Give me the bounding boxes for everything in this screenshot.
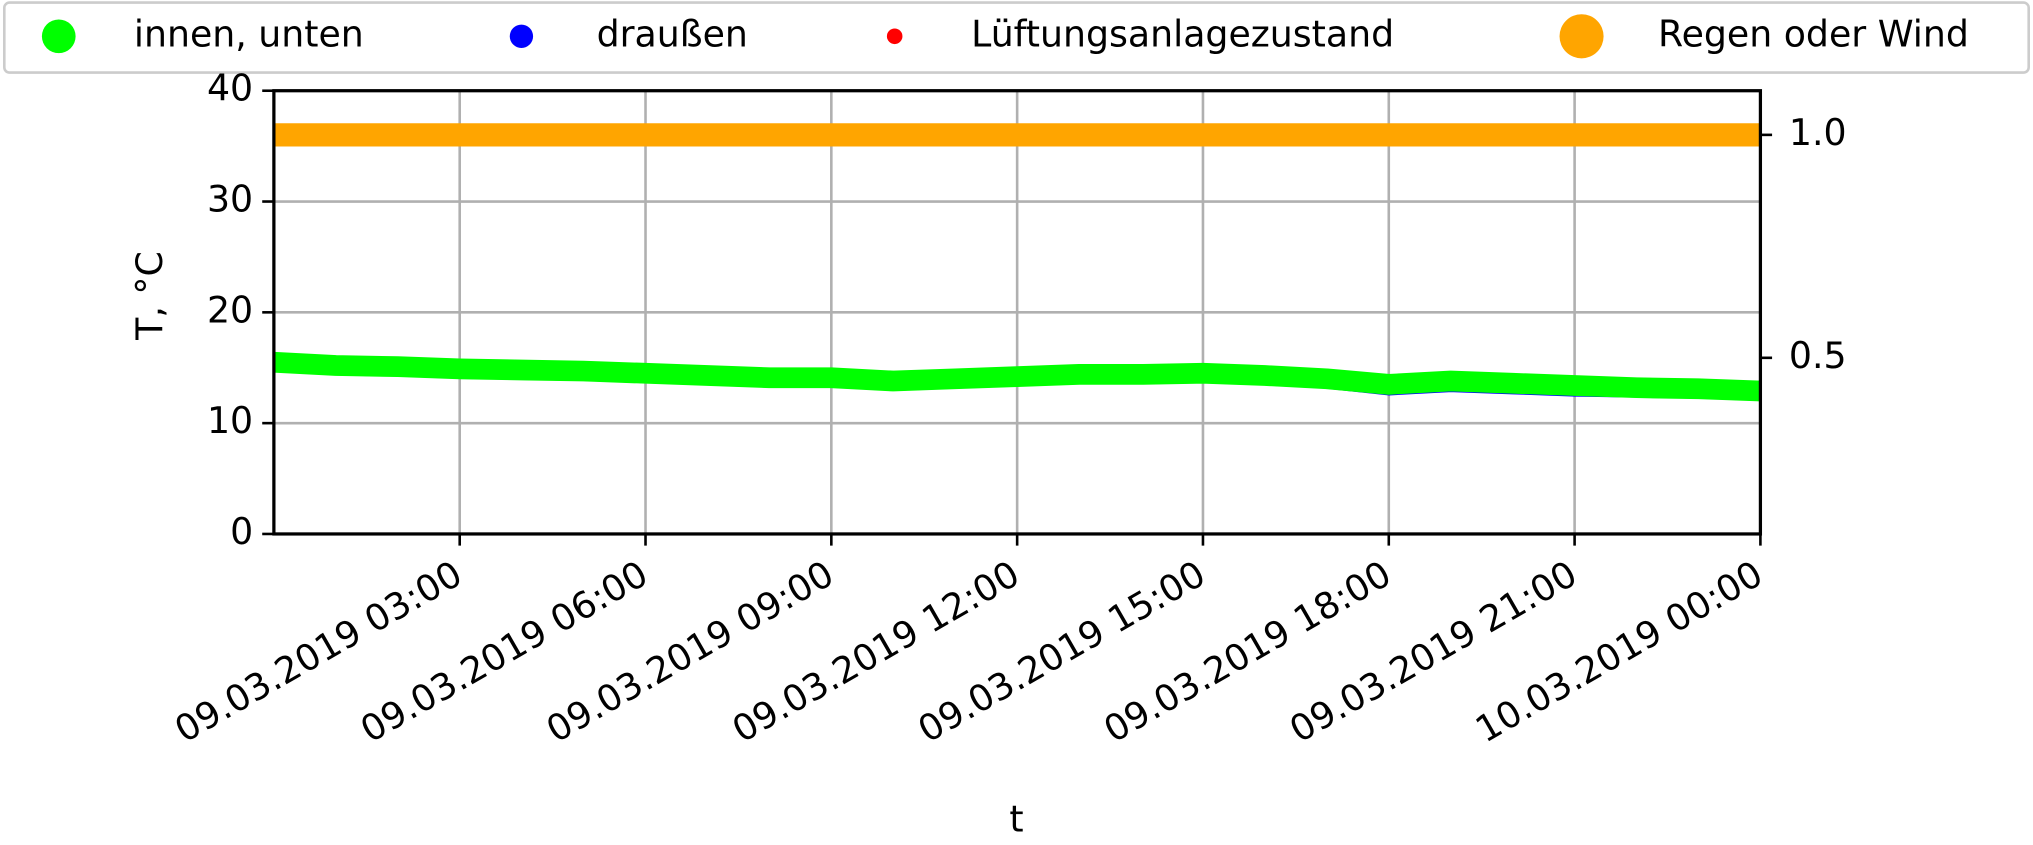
legend-marker	[41, 19, 76, 54]
legend-marker	[886, 28, 903, 45]
legend-label: draußen	[597, 12, 748, 55]
legend-marker	[1559, 14, 1604, 59]
y-tick-label: 40	[207, 67, 253, 110]
series-line	[273, 351, 1761, 402]
legend-label: innen, unten	[134, 12, 364, 55]
legend-marker	[509, 24, 534, 48]
y2-tick-label: 1.0	[1789, 111, 1847, 154]
y-axis-label: T, °C	[128, 251, 171, 341]
x-axis-label: t	[1009, 798, 1023, 841]
y-tick-label: 10	[207, 399, 253, 442]
plot-frame	[272, 89, 1763, 536]
legend-label: Lüftungsanlagezustand	[971, 12, 1394, 55]
y2-tick-label: 0.5	[1789, 334, 1847, 377]
y-tick-label: 20	[207, 288, 253, 331]
y-tick-label: 0	[230, 510, 253, 553]
legend-label: Regen oder Wind	[1658, 12, 1969, 55]
y-tick-label: 30	[207, 178, 253, 221]
legend-box	[3, 1, 2030, 74]
